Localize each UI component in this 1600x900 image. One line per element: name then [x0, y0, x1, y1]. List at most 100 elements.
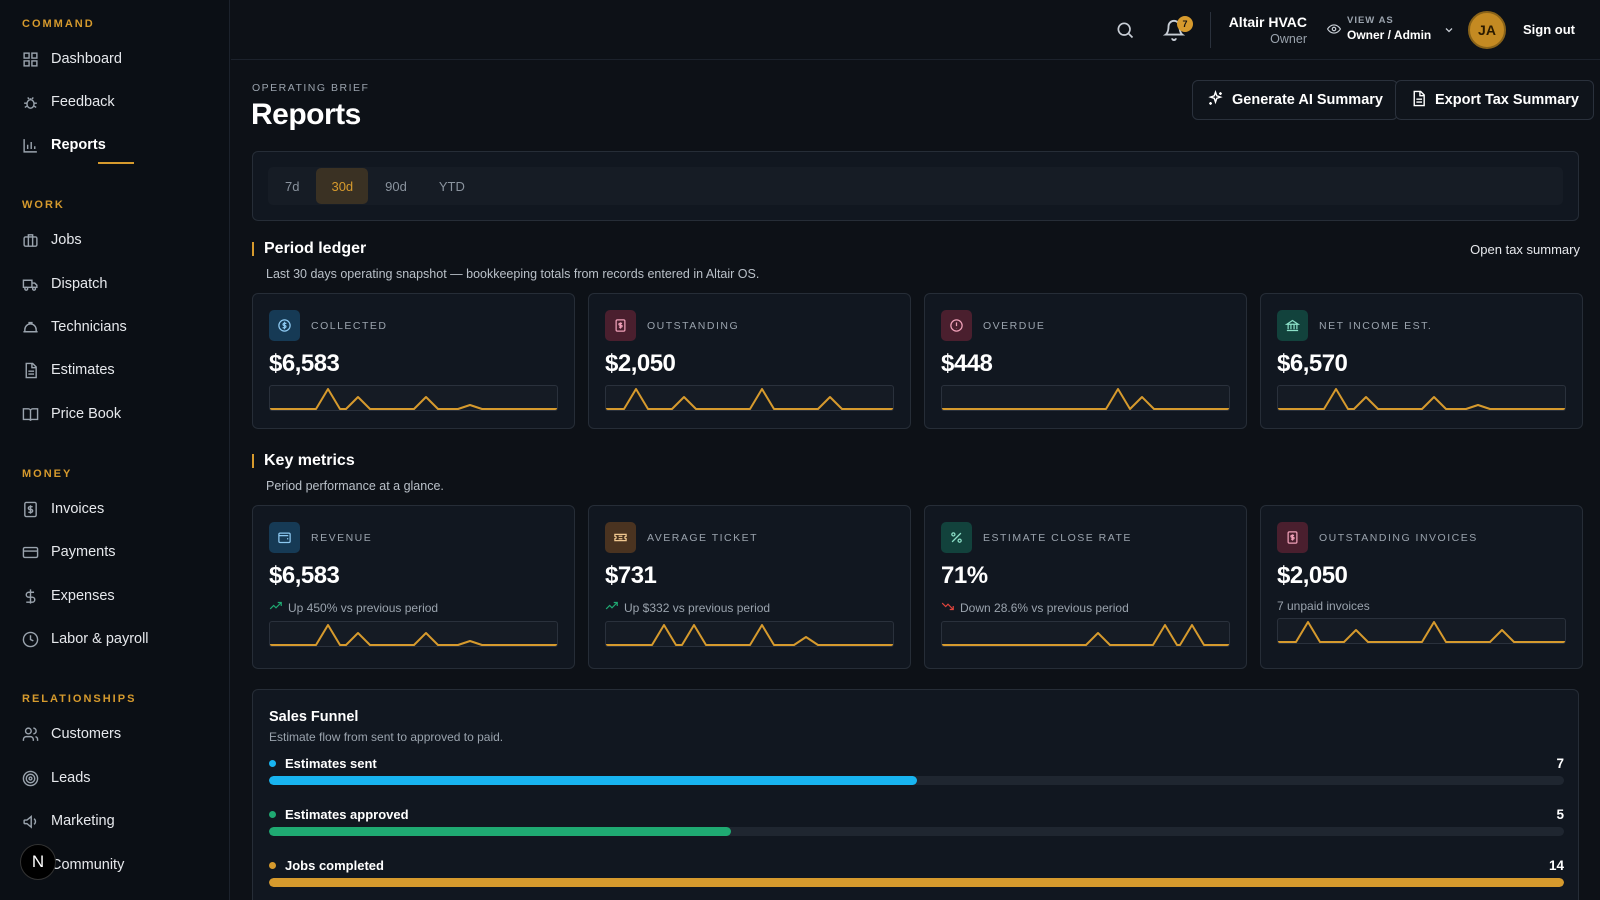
key-metrics-title: Key metrics — [264, 452, 355, 469]
key-metrics-subtitle: Period performance at a glance. — [266, 479, 444, 493]
sidebar-item-label: Reports — [51, 137, 106, 153]
search-icon[interactable] — [1115, 20, 1135, 40]
range-tab-30d[interactable]: 30d — [316, 168, 369, 204]
period-ledger-title: Period ledger — [264, 240, 367, 257]
stat-card-label: ESTIMATE CLOSE RATE — [983, 532, 1132, 544]
trending-up-icon — [605, 599, 619, 616]
range-selector: 7d 30d 90d YTD — [252, 151, 1579, 221]
sidebar-item-price-book[interactable]: Price Book — [22, 400, 121, 428]
sparkline — [269, 621, 558, 647]
range-tab-7d[interactable]: 7d — [285, 178, 300, 194]
stat-card: COLLECTED $6,583 — [252, 293, 575, 429]
funnel-row-label-wrap: Estimates approved — [269, 807, 1564, 822]
sidebar-section-money: MONEY — [22, 468, 73, 480]
stat-card-delta: Up $332 vs previous period — [605, 599, 770, 616]
dollar-circle-icon — [269, 310, 300, 341]
period-ledger-subtitle: Last 30 days operating snapshot — bookke… — [266, 267, 760, 281]
chevron-down-icon — [1443, 23, 1455, 35]
sidebar-item-payments[interactable]: Payments — [22, 538, 115, 566]
sidebar-item-reports[interactable]: Reports — [22, 131, 106, 159]
dollar-icon — [22, 588, 39, 605]
sidebar-item-label: Leads — [51, 770, 91, 786]
export-tax-summary-button[interactable]: Export Tax Summary — [1395, 80, 1594, 120]
sidebar-item-invoices[interactable]: Invoices — [22, 495, 104, 523]
eye-icon — [1326, 22, 1342, 36]
invoice-icon — [605, 310, 636, 341]
stat-card-label: COLLECTED — [311, 320, 388, 332]
sidebar-item-labor-payroll[interactable]: Labor & payroll — [22, 625, 149, 653]
range-tab-ytd[interactable]: YTD — [438, 178, 465, 194]
sidebar-item-label: Community — [51, 857, 125, 873]
stat-card-delta: Down 28.6% vs previous period — [941, 599, 1129, 616]
section-accent-bar — [252, 242, 254, 256]
clock-icon — [22, 631, 39, 648]
page-eyebrow: OPERATING BRIEF — [252, 82, 370, 94]
range-tab-90d[interactable]: 90d — [385, 178, 407, 194]
sidebar-item-label: Customers — [51, 726, 122, 742]
sparkline — [605, 385, 894, 411]
sparkline — [269, 385, 558, 411]
stat-card-delta-text: Up 450% vs previous period — [288, 600, 439, 615]
sidebar-section-work: WORK — [22, 199, 65, 211]
sidebar-item-jobs[interactable]: Jobs — [22, 226, 82, 254]
sparkline — [1277, 385, 1566, 411]
target-icon — [22, 770, 39, 787]
briefcase-icon — [22, 232, 39, 249]
sidebar-item-technicians[interactable]: Technicians — [22, 313, 127, 341]
sidebar-item-label: Dispatch — [51, 276, 108, 292]
sidebar-item-label: Payments — [51, 544, 116, 560]
funnel-row-count: 14 — [1548, 858, 1564, 873]
sidebar-item-feedback[interactable]: Feedback — [22, 88, 115, 116]
funnel-dot — [269, 862, 276, 869]
funnel-row-label-wrap: Jobs completed — [269, 858, 1564, 873]
sidebar-item-estimates[interactable]: Estimates — [22, 356, 115, 384]
company-name: Altair HVAC — [1228, 14, 1307, 30]
view-as-selector[interactable]: VIEW AS Owner / Admin — [1326, 15, 1455, 42]
funnel-fill — [269, 878, 1564, 887]
sidebar-item-customers[interactable]: Customers — [22, 720, 121, 748]
funnel-dot — [269, 760, 276, 767]
sidebar-item-dispatch[interactable]: Dispatch — [22, 270, 107, 298]
generate-ai-summary-button[interactable]: Generate AI Summary — [1192, 80, 1398, 120]
sparkle-icon — [1207, 89, 1224, 111]
stat-card-label: REVENUE — [311, 532, 373, 544]
book-icon — [22, 406, 39, 423]
sidebar-item-label: Marketing — [51, 813, 115, 829]
sidebar: COMMAND Dashboard Feedback Reports WORK … — [0, 0, 230, 900]
funnel-track — [269, 827, 1564, 836]
sidebar-item-dashboard[interactable]: Dashboard — [22, 45, 122, 73]
stat-card-value: $2,050 — [1277, 562, 1348, 589]
sidebar-item-leads[interactable]: Leads — [22, 764, 91, 792]
generate-ai-summary-label: Generate AI Summary — [1232, 92, 1383, 108]
receipt-icon — [22, 501, 39, 518]
sign-out-button[interactable]: Sign out — [1523, 22, 1575, 37]
sparkline — [1277, 618, 1566, 644]
sidebar-item-label: Estimates — [51, 362, 115, 378]
stat-card-delta: Up 450% vs previous period — [269, 599, 438, 616]
open-tax-summary-link[interactable]: Open tax summary — [1470, 242, 1580, 257]
users-icon — [22, 726, 39, 743]
sales-funnel-panel: Sales Funnel Estimate flow from sent to … — [252, 689, 1579, 900]
avatar[interactable]: JA — [1468, 11, 1506, 49]
percent-icon — [941, 522, 972, 553]
framework-badge[interactable]: N — [20, 844, 56, 880]
funnel-row: Jobs completed 14 — [269, 858, 1564, 887]
truck-icon — [22, 276, 39, 293]
topbar-divider — [1210, 12, 1211, 48]
bug-icon — [22, 94, 39, 111]
sidebar-item-label: Jobs — [51, 232, 82, 248]
bank-icon — [1277, 310, 1308, 341]
stat-card-delta-text: Down 28.6% vs previous period — [960, 600, 1129, 615]
sales-funnel-title: Sales Funnel — [269, 709, 359, 725]
section-accent-bar — [252, 454, 254, 468]
bell-icon[interactable] — [1162, 19, 1186, 41]
company-role: Owner — [1270, 32, 1307, 46]
view-as-value: Owner / Admin — [1347, 28, 1432, 42]
sidebar-item-expenses[interactable]: Expenses — [22, 582, 115, 610]
dashboard-icon — [22, 51, 39, 68]
sidebar-item-label: Expenses — [51, 588, 115, 604]
sidebar-section-relationships: RELATIONSHIPS — [22, 693, 137, 705]
stat-card-value: 71% — [941, 562, 988, 589]
stat-card-value: $731 — [605, 562, 657, 589]
sidebar-item-marketing[interactable]: Marketing — [22, 807, 115, 835]
